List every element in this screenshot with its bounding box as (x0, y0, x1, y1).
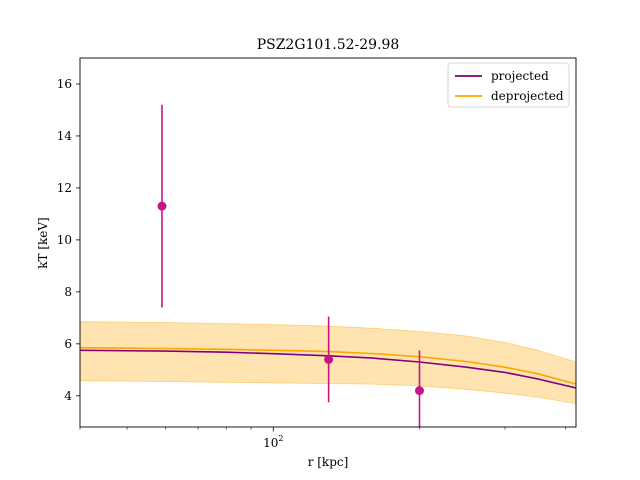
y-axis-label: kT [keV] (36, 217, 50, 269)
y-tick-label: 6 (64, 337, 72, 351)
legend: projected deprojected (447, 62, 570, 108)
data-point (157, 201, 167, 211)
y-tick-label: 8 (64, 285, 72, 299)
y-tick-label: 12 (57, 181, 72, 195)
data-point (414, 386, 424, 396)
legend-label-deprojected: deprojected (491, 89, 564, 103)
legend-label-projected: projected (491, 69, 549, 83)
series-line-projected (80, 349, 576, 389)
x-tick-label: 102 (263, 434, 283, 450)
data-point (324, 354, 334, 364)
y-tick-label: 4 (64, 389, 72, 403)
chart-title: PSZ2G101.52-29.98 (257, 37, 400, 53)
x-axis-label: r [kpc] (308, 455, 349, 469)
plot-clip-group (80, 104, 576, 427)
series-line-deprojected (80, 346, 576, 385)
plot-area: 4 6 8 10 12 14 16 102 (57, 57, 577, 450)
axes-frame (79, 57, 577, 428)
y-tick-label: 16 (57, 77, 72, 91)
y-tick-label: 14 (57, 129, 73, 143)
y-tick-label: 10 (57, 233, 72, 247)
